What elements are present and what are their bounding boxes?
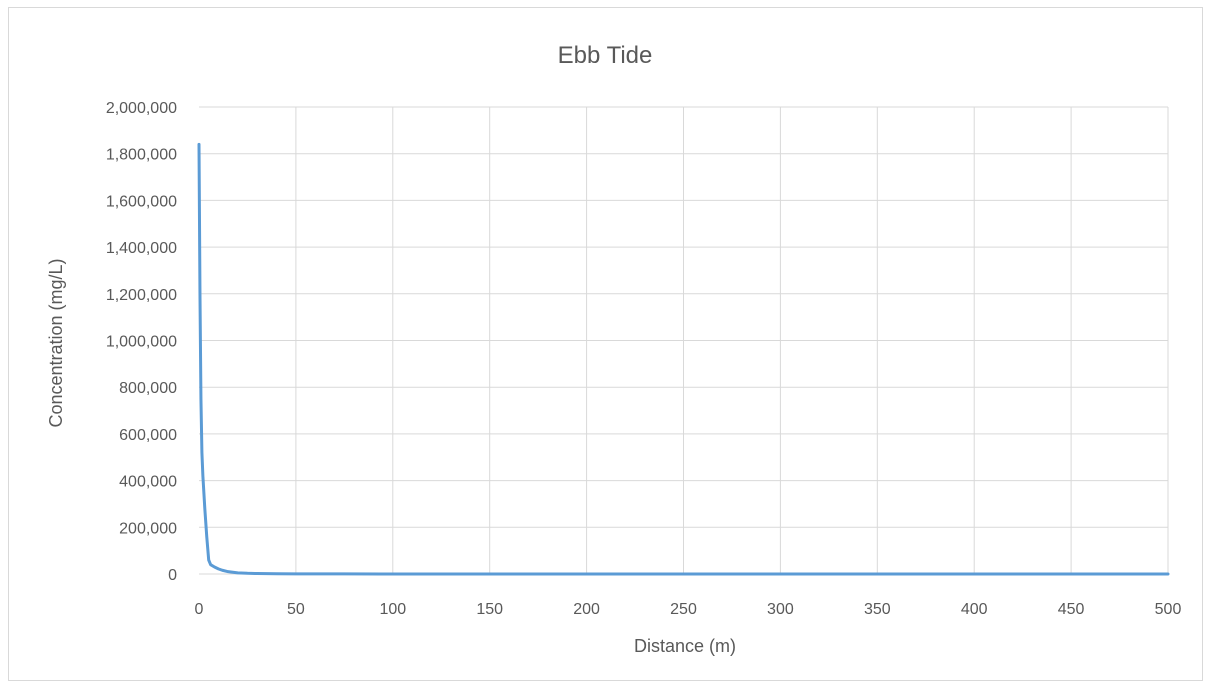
y-tick-label: 2,000,000 bbox=[106, 100, 177, 117]
x-tick-label: 400 bbox=[961, 601, 988, 618]
x-tick-label: 100 bbox=[379, 601, 406, 618]
x-tick-label: 50 bbox=[287, 601, 305, 618]
x-axis-ticks: 0 50 100 150 200 250 300 350 400 450 500 bbox=[195, 601, 1182, 618]
y-tick-label: 600,000 bbox=[119, 427, 177, 444]
y-axis-ticks: 0 200,000 400,000 600,000 800,000 1,000,000 1,… bbox=[106, 100, 177, 584]
x-tick-label: 350 bbox=[864, 601, 891, 618]
y-tick-label: 200,000 bbox=[119, 520, 177, 537]
gridlines bbox=[199, 106, 1169, 575]
chart-title: Ebb Tide bbox=[558, 42, 653, 69]
y-tick-label: 800,000 bbox=[119, 380, 177, 397]
y-tick-label: 0 bbox=[168, 567, 177, 584]
x-tick-label: 250 bbox=[670, 601, 697, 618]
y-axis-label: Concentration (mg/L) bbox=[46, 258, 66, 427]
x-tick-label: 0 bbox=[195, 601, 204, 618]
y-tick-label: 1,800,000 bbox=[106, 147, 177, 164]
x-tick-label: 450 bbox=[1058, 601, 1085, 618]
y-tick-label: 1,600,000 bbox=[106, 193, 177, 210]
x-axis-label: Distance (m) bbox=[634, 636, 736, 656]
series-group bbox=[197, 142, 1170, 576]
y-tick-label: 1,200,000 bbox=[106, 287, 177, 304]
y-tick-label: 1,400,000 bbox=[106, 240, 177, 257]
x-tick-label: 500 bbox=[1155, 601, 1182, 618]
series-line bbox=[197, 142, 1170, 576]
x-tick-label: 200 bbox=[573, 601, 600, 618]
chart-frame bbox=[8, 7, 1203, 681]
y-tick-label: 1,000,000 bbox=[106, 334, 177, 351]
x-tick-label: 150 bbox=[476, 601, 503, 618]
x-tick-label: 300 bbox=[767, 601, 794, 618]
y-tick-label: 400,000 bbox=[119, 474, 177, 491]
